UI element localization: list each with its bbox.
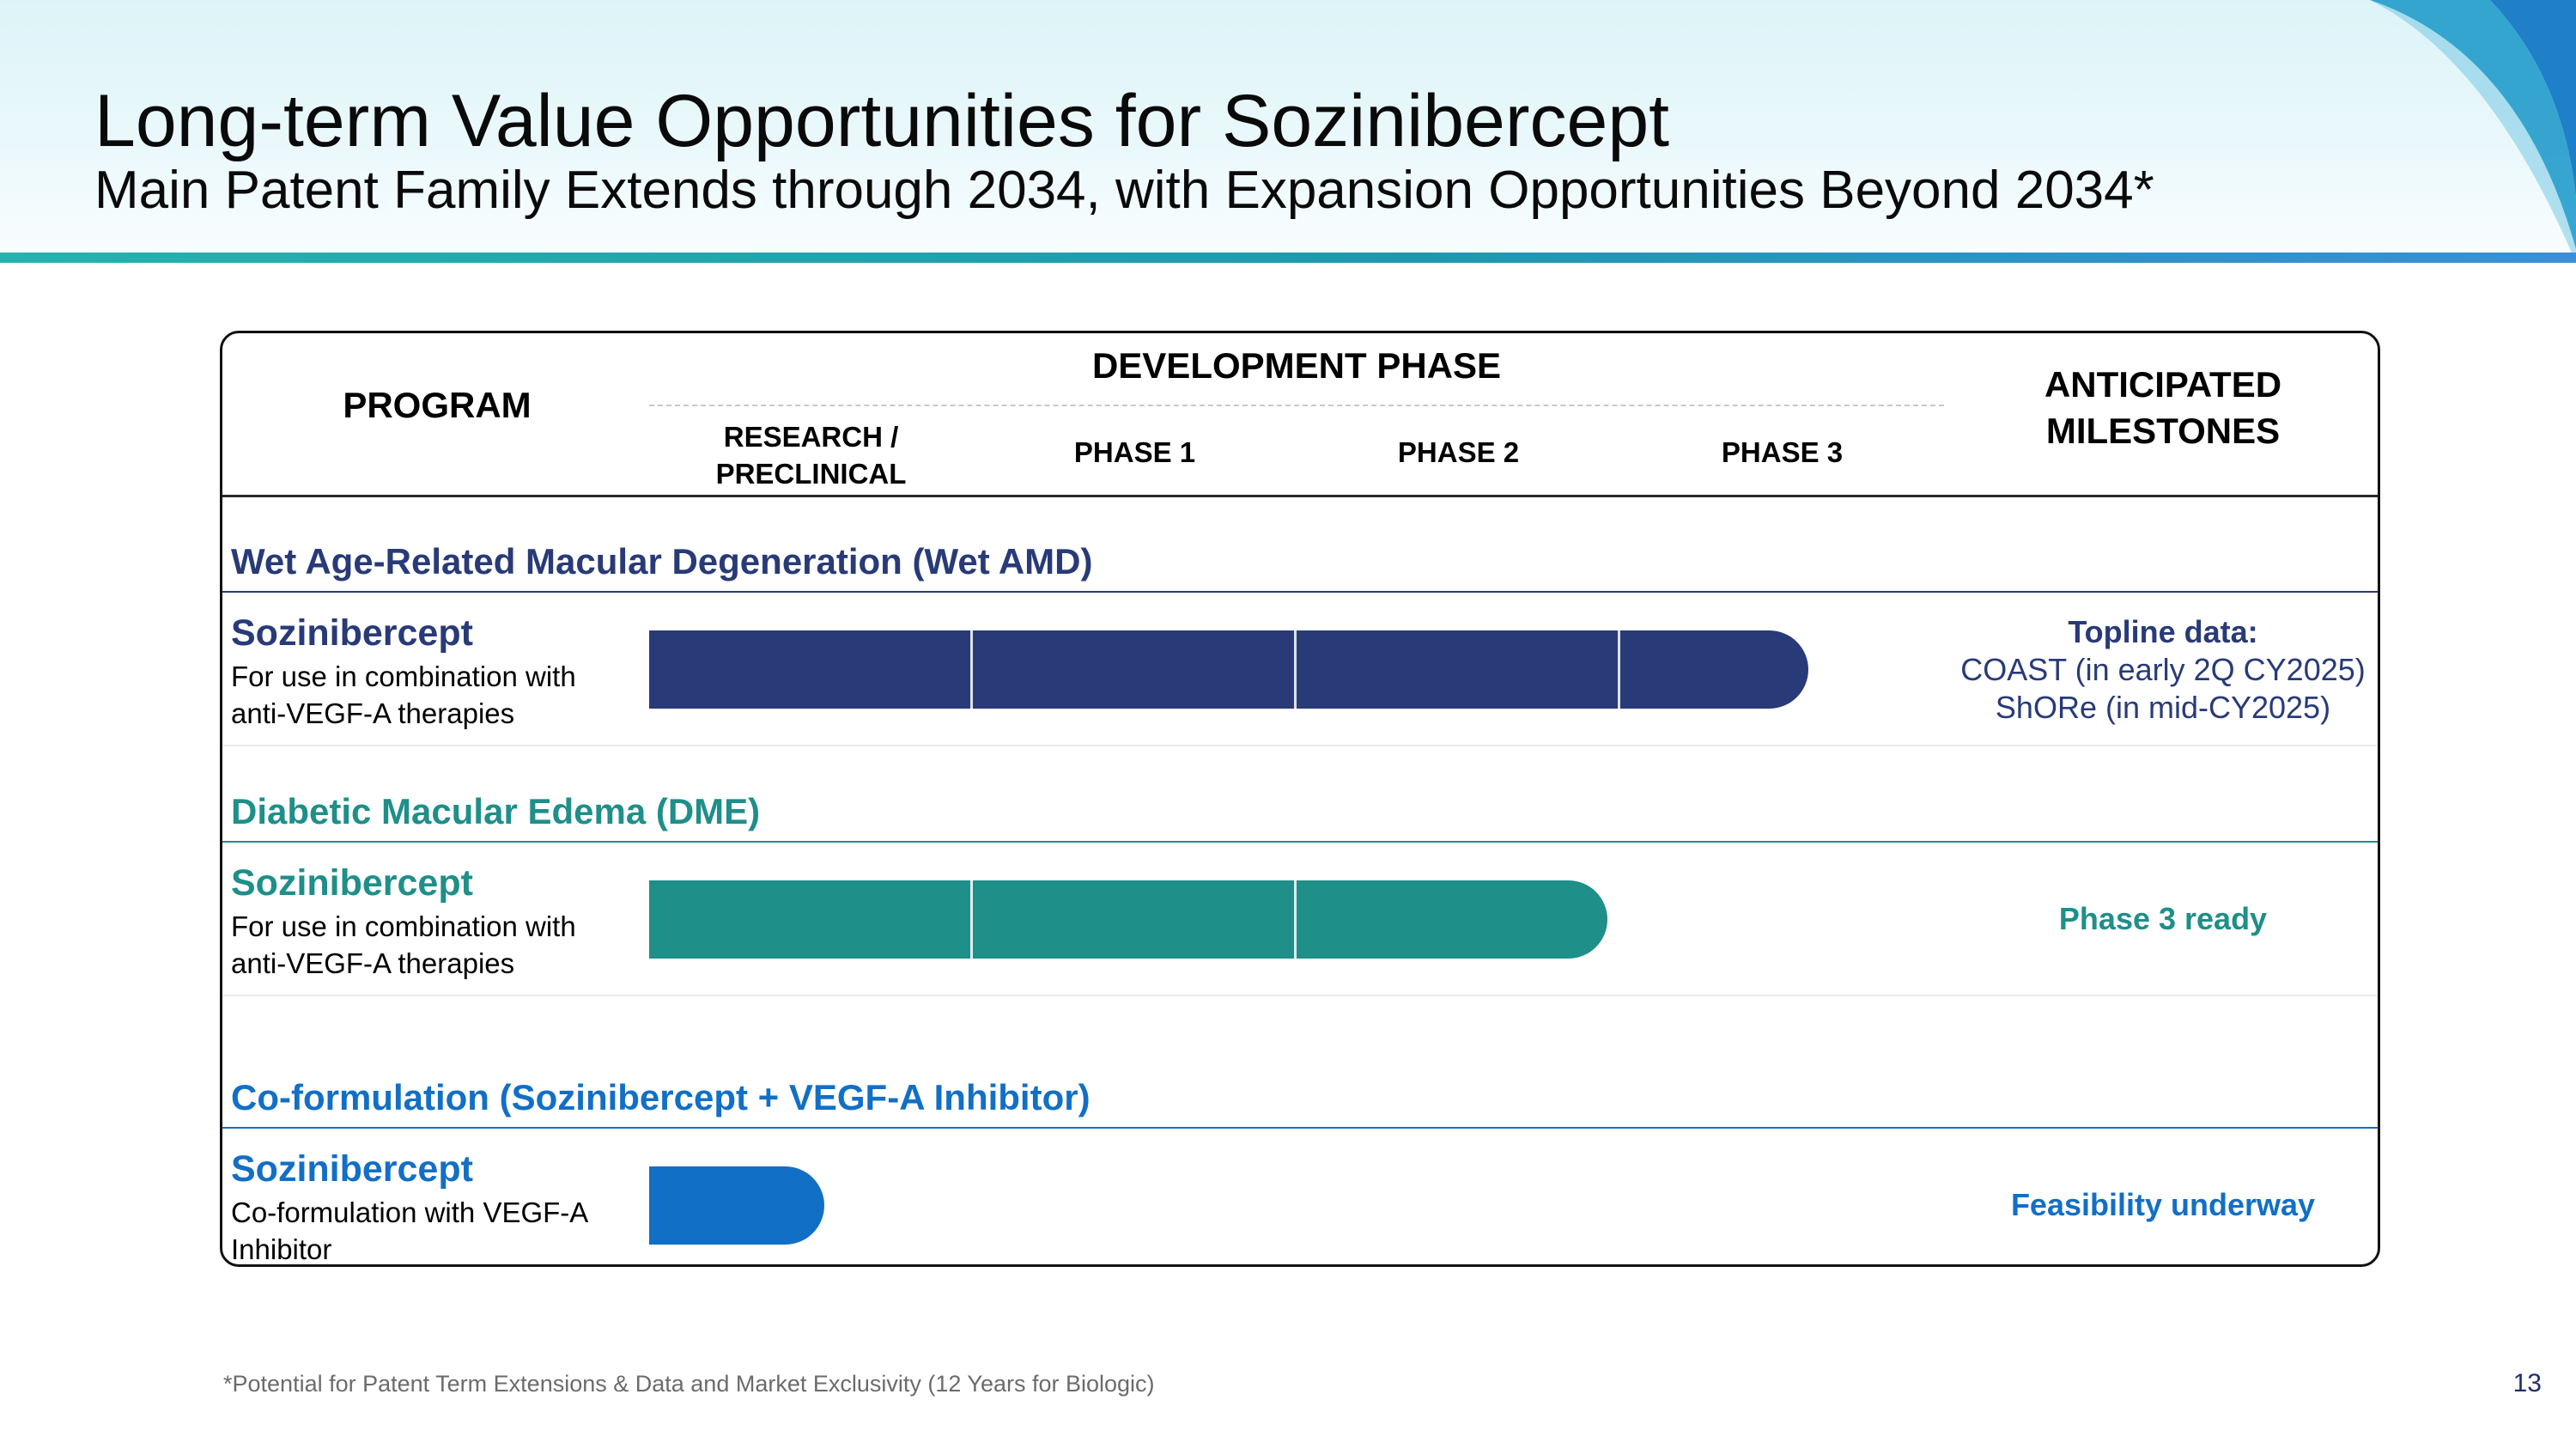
category-coformulation: Co-formulation (Sozinibercept + VEGF-A I… [231, 1077, 1091, 1117]
bar-divider-3 [1618, 630, 1620, 709]
category-wet-amd: Wet Age-Related Macular Degeneration (We… [231, 541, 1093, 581]
phase-header-preclinical: RESEARCH / PRECLINICAL [715, 421, 907, 490]
page-subtitle: Main Patent Family Extends through 2034,… [94, 161, 2154, 220]
milestone-title-wet-amd: Topline data: [2068, 614, 2258, 649]
development-phase-dashed-rule [649, 405, 1944, 406]
row-separator-1 [222, 745, 2378, 746]
bar-divider-2 [1294, 880, 1297, 959]
milestones-header: ANTICIPATED MILESTONES [2044, 364, 2282, 451]
bar-divider-2 [1294, 630, 1297, 709]
program-name-coformulation: Sozinibercept [231, 1148, 473, 1190]
corner-swoosh-decoration [2370, 0, 2576, 263]
header-bottom-line [222, 495, 2378, 497]
program-name-dme: Sozinibercept [231, 862, 473, 904]
program-header: PROGRAM [343, 385, 532, 425]
header-background [0, 0, 2576, 253]
footnote: *Potential for Patent Term Extensions & … [223, 1371, 1155, 1397]
progress-bar-wet-amd [649, 630, 1808, 709]
page-number: 13 [2512, 1369, 2542, 1397]
milestone-line-shore: ShORe (in mid-CY2025) [1995, 690, 2331, 725]
page-title: Long-term Value Opportunities for Sozini… [94, 80, 1670, 162]
program-description-coformulation: Co-formulation with VEGF-A Inhibitor [231, 1196, 589, 1265]
milestone-wet-amd: Topline data: COAST (in early 2Q CY2025)… [1948, 613, 2378, 727]
program-description-wet-amd: For use in combination with anti-VEGF-A … [231, 661, 576, 729]
bar-divider-1 [970, 630, 973, 709]
category-line-coformulation [222, 1127, 2378, 1129]
progress-bar-coformulation [649, 1166, 824, 1245]
pipeline-table: PROGRAM DEVELOPMENT PHASE RESEARCH / PRE… [220, 331, 2380, 1267]
development-phase-header: DEVELOPMENT PHASE [1091, 345, 1502, 386]
row-separator-2 [222, 995, 2378, 996]
category-line-wet-amd [222, 591, 2378, 593]
phase-header-phase1: PHASE 1 [1073, 436, 1196, 468]
milestone-dme: Phase 3 ready [2058, 901, 2268, 936]
milestone-coformulation: Feasibility underway [2010, 1187, 2316, 1222]
program-name-wet-amd: Sozinibercept [231, 612, 473, 654]
program-description-dme: For use in combination with anti-VEGF-A … [231, 910, 576, 979]
phase-header-phase3: PHASE 3 [1721, 436, 1844, 468]
category-dme: Diabetic Macular Edema (DME) [231, 791, 761, 831]
category-line-dme [222, 841, 2378, 843]
header-divider [0, 253, 2576, 263]
milestone-line-coast: COAST (in early 2Q CY2025) [1960, 652, 2366, 687]
bar-divider-1 [970, 880, 973, 959]
progress-bar-dme [649, 880, 1607, 959]
phase-header-phase2: PHASE 2 [1397, 436, 1520, 468]
